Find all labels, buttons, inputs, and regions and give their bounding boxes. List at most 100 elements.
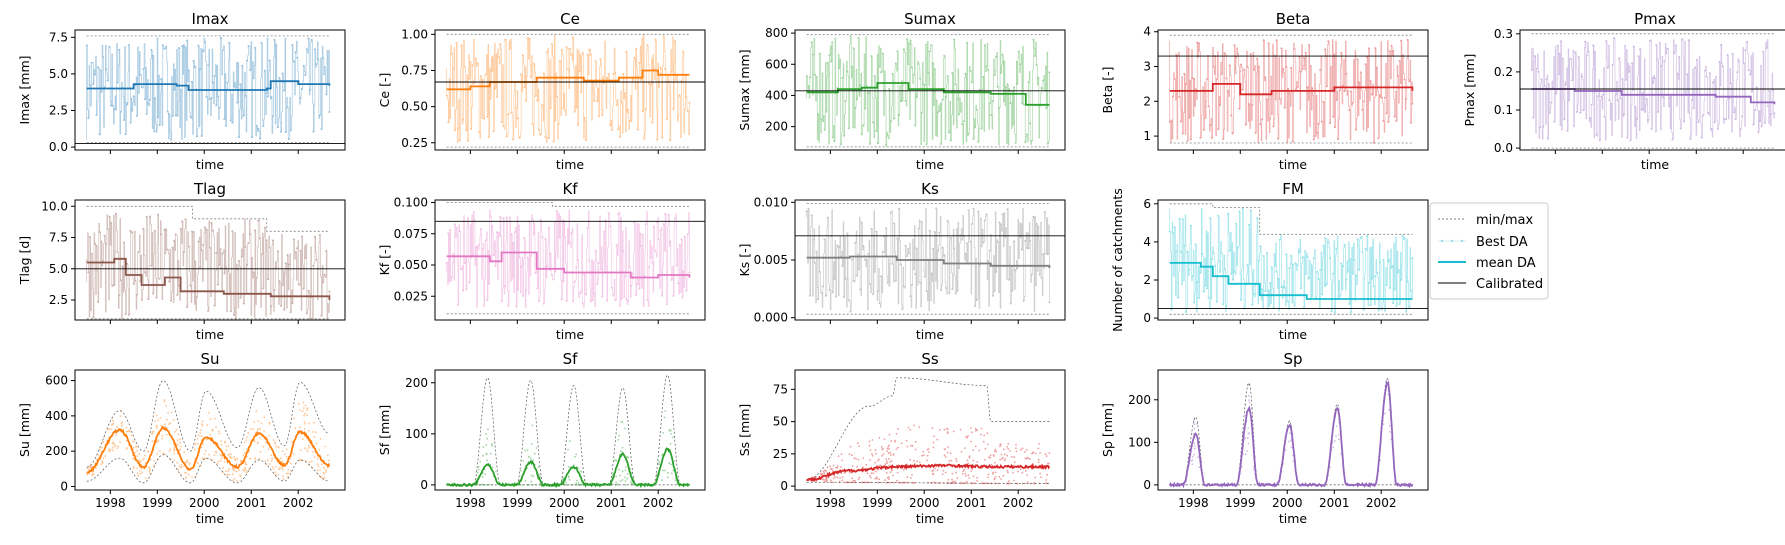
ss-best-da-point	[849, 445, 852, 448]
sf-best-da-point	[567, 475, 570, 477]
su-best-da-point	[149, 472, 152, 474]
ss-best-da-point	[1012, 472, 1014, 474]
su-best-da-point	[115, 434, 118, 437]
ss-best-da-point	[1029, 482, 1032, 485]
su-best-da-point	[160, 424, 163, 427]
su-best-da-point	[308, 422, 310, 425]
su-best-da-point	[175, 428, 178, 431]
su-best-da-point	[248, 458, 251, 460]
sf-best-da-point	[530, 443, 533, 445]
tlag-xlabel: time	[196, 327, 225, 342]
sp-best-da-point	[1291, 454, 1294, 457]
tlag-best-da	[85, 212, 331, 320]
ss-best-da-point	[1024, 451, 1026, 453]
sf-best-da-point	[567, 448, 569, 451]
ss-best-da-point	[953, 482, 956, 484]
ks-ytick-label: 0.000	[754, 311, 788, 325]
ks-mean-da-line	[806, 255, 1051, 269]
su-best-da-point	[299, 458, 301, 461]
ss-best-da-point	[888, 478, 890, 481]
imax-ytick-label: 7.5	[49, 30, 68, 44]
fm-plot-area	[1158, 203, 1428, 315]
legend-minmax-label: min/max	[1476, 213, 1534, 228]
su-best-da-point	[110, 428, 112, 430]
ss-best-da-point	[836, 476, 839, 479]
su-best-da-point	[169, 422, 172, 424]
su-best-da-point	[179, 448, 182, 451]
panel-ss: 0 25 50 75 1998 1999 2000 2001 2002 Ss time Ss [mm]	[737, 350, 1066, 526]
sp-best-da-point	[1334, 440, 1336, 442]
su-xtick-label: 2000	[189, 496, 220, 510]
ss-best-da-point	[982, 440, 985, 443]
sf-best-da-point	[477, 468, 480, 471]
su-best-da-point	[304, 412, 306, 415]
ss-best-da-point	[905, 439, 908, 442]
su-best-da-point	[201, 457, 204, 460]
ss-best-da-point	[862, 466, 864, 469]
su-best-da-point	[112, 441, 114, 443]
sf-best-da-point	[529, 457, 532, 460]
sp-axes-frame	[1157, 369, 1429, 491]
ss-best-da-point	[874, 449, 877, 451]
su-best-da-point	[248, 468, 250, 471]
su-best-da-point	[323, 466, 325, 469]
ss-best-da-point	[1037, 458, 1040, 461]
ss-best-da-point	[853, 479, 856, 482]
ss-best-da-point	[860, 481, 863, 484]
sf-best-da-point	[667, 471, 669, 474]
su-best-da-point	[236, 479, 238, 482]
ss-best-da-point	[870, 472, 873, 475]
ss-best-da-point	[928, 451, 930, 453]
tlag-best-da-line	[86, 213, 330, 319]
ss-best-da-point	[855, 457, 857, 460]
sf-best-da-point	[526, 449, 529, 451]
ss-best-da-point	[1024, 482, 1026, 485]
ss-best-da-point	[1039, 472, 1041, 475]
su-mean-da-line	[86, 425, 331, 474]
ss-best-da-point	[970, 427, 972, 429]
su-best-da-point	[281, 468, 284, 471]
su-best-da-point	[133, 451, 136, 454]
sf-best-da-point	[620, 450, 622, 453]
ss-best-da-point	[877, 468, 879, 471]
sf-best-da-point	[615, 481, 617, 484]
su-best-da-point	[281, 460, 284, 463]
su-best-da-point	[180, 463, 183, 466]
su-best-da-point	[159, 450, 161, 452]
sp-best-da-point	[1244, 436, 1247, 439]
su-best-da-point	[235, 470, 238, 473]
sf-best-da-point	[521, 484, 524, 486]
ss-best-da-point	[967, 474, 970, 477]
su-best-da-point	[172, 419, 175, 422]
su-best-da-point	[173, 452, 176, 455]
kf-ytick-label: 0.025	[394, 289, 428, 303]
ss-best-da-point	[1019, 468, 1022, 470]
ss-best-da-point	[989, 456, 992, 459]
su-best-da-point	[144, 477, 147, 480]
su-best-da-point	[281, 450, 284, 453]
fm-xlabel: time	[1279, 327, 1308, 342]
su-best-da-point	[245, 448, 248, 450]
ss-best-da-point	[911, 474, 913, 476]
ss-best-da-point	[914, 441, 917, 443]
ss-best-da-point	[980, 427, 983, 430]
imax-title: Imax	[191, 10, 228, 28]
sumax-mean-da-line	[806, 82, 1050, 106]
ss-best-da-point	[1039, 452, 1041, 454]
kf-ytick-label: 0.075	[394, 227, 428, 241]
ss-best-da-point	[900, 442, 903, 445]
ss-best-da-point	[879, 464, 881, 467]
tlag-ytick-label: 2.5	[49, 293, 68, 307]
sp-mean-da-line	[1168, 380, 1414, 489]
ss-best-da-point	[832, 477, 835, 480]
su-best-da-point	[230, 456, 233, 459]
su-best-da-point	[163, 400, 166, 403]
sp-ytick-label: 0	[1143, 478, 1151, 492]
panel-sumax: 200 400 600 800 Sumax time Sumax [mm]	[737, 10, 1066, 172]
su-best-da-point	[163, 399, 166, 401]
su-best-da-point	[299, 449, 302, 452]
sp-best-da-point	[1338, 438, 1340, 441]
su-best-da-point	[306, 407, 309, 409]
beta-mean-da-line	[1169, 83, 1414, 96]
sf-best-da-point	[661, 454, 663, 457]
